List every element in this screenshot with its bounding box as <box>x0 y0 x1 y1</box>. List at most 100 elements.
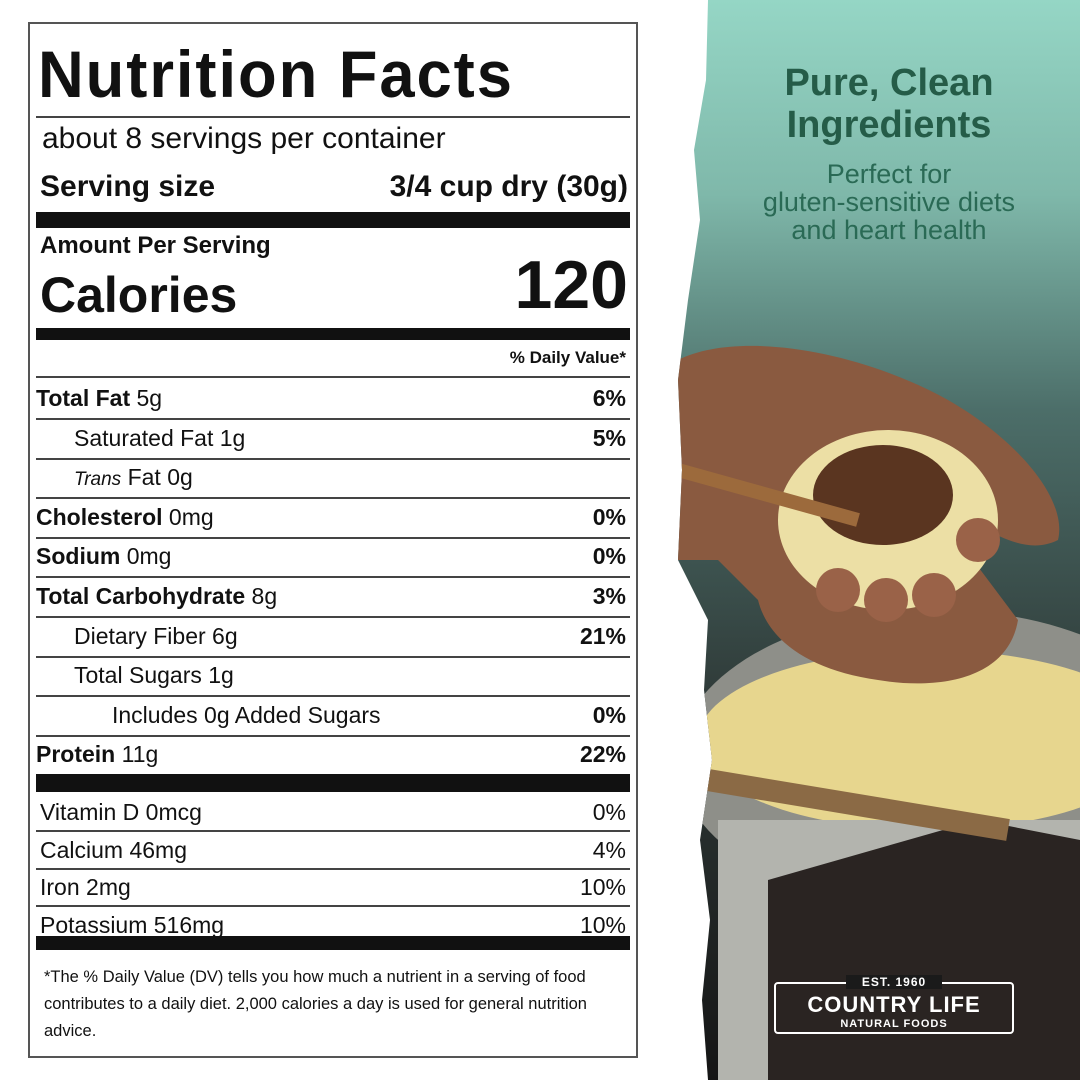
nutrient-row: Cholesterol 0mg 0% <box>36 499 630 535</box>
thick-bar <box>36 212 630 228</box>
vitamin-name: Calcium <box>40 836 124 863</box>
nutrient-row: Total Carbohydrate 8g 3% <box>36 578 630 614</box>
nutrient-amount: 6g <box>212 622 238 649</box>
nutrient-amount: 11g <box>121 741 159 768</box>
divider <box>36 536 630 539</box>
nutrient-name: Saturated Fat <box>74 424 214 451</box>
divider <box>36 497 630 500</box>
nutrient-amount: 5g <box>136 385 163 411</box>
serving-size: 3/4 cup dry (30g) <box>389 170 628 203</box>
nutrient-row: Total Fat 5g 6% <box>36 380 630 416</box>
nutrient-row: Protein 11g 22% <box>36 736 630 772</box>
amount-per-serving: Amount Per Serving <box>40 232 271 259</box>
vitamin-name: Vitamin D <box>40 799 140 825</box>
finger <box>956 518 1000 562</box>
photo-panel: Pure, Clean Ingredients Perfect for glut… <box>678 0 1080 1080</box>
divider <box>36 616 630 618</box>
spoon <box>706 769 1010 841</box>
calories: 120 <box>514 247 628 323</box>
nutrient-row: Total Sugars 1g <box>36 657 630 693</box>
nutrient-dv: 22% <box>579 741 626 768</box>
finger <box>864 578 908 622</box>
nutrient-row: Saturated Fat 1g 5% <box>36 420 630 456</box>
thick-bar <box>36 936 630 950</box>
nutrient-name: Fat <box>127 464 161 491</box>
nutrient-amount: 0g <box>167 464 193 491</box>
divider <box>36 867 630 870</box>
subtext: Perfect for gluten-sensitive diets and h… <box>698 160 1080 244</box>
headline: Pure, Clean Ingredients <box>698 62 1080 146</box>
nutrient-name: Cholesterol <box>36 503 163 530</box>
filling <box>813 445 953 545</box>
divider <box>36 116 630 118</box>
logo-est: EST. 1960 <box>846 975 942 989</box>
pot-handle <box>768 820 1080 1080</box>
nutrient-amount: 8g <box>251 583 278 609</box>
thick-bar <box>36 774 630 792</box>
subtext-line: Perfect for <box>826 159 952 189</box>
divider <box>36 376 630 378</box>
nutrient-dv: 3% <box>592 583 626 609</box>
calories-label: Calories <box>40 267 238 323</box>
nutrient-name: Total Carbohydrate <box>36 583 246 609</box>
nutrient-italic: Trans <box>74 469 122 491</box>
finger <box>912 573 956 617</box>
vitamin-name: Potassium <box>40 911 148 938</box>
label-title: Nutrition Facts <box>38 37 514 111</box>
divider <box>36 695 630 698</box>
nutrient-amount: 1g <box>219 424 246 451</box>
headline-line: Pure, Clean <box>784 62 994 104</box>
finger <box>816 568 860 612</box>
vitamin-amount: 0mcg <box>145 799 202 825</box>
vitamin-dv: 10% <box>579 911 626 938</box>
nutrient-name: Dietary Fiber <box>74 622 206 649</box>
nutrient-dv: 21% <box>579 622 626 649</box>
nutrient-amount: 1g <box>208 662 234 689</box>
divider <box>36 418 630 420</box>
nutrient-dv: 6% <box>592 385 626 411</box>
vitamin-dv: 10% <box>579 874 626 900</box>
stick <box>678 463 860 527</box>
vitamin-amount: 516mg <box>153 911 225 938</box>
nutrient-name: Includes 0g Added Sugars <box>112 701 381 728</box>
vitamin-dv: 4% <box>592 836 626 863</box>
vitamin-row: Calcium 46mg 4% <box>36 832 630 868</box>
divider <box>36 734 630 737</box>
nutrient-row: Sodium 0mg 0% <box>36 538 630 574</box>
logo-tagline: NATURAL FOODS <box>840 1018 948 1030</box>
nutrient-name: Total Sugars <box>74 662 202 689</box>
divider <box>36 830 630 832</box>
mashed-potato <box>698 650 1080 830</box>
nutrient-name: Protein <box>36 741 116 768</box>
divider <box>36 655 630 658</box>
nutrient-dv: 0% <box>592 701 626 728</box>
logo: EST. 1960 COUNTRY LIFE NATURAL FOODS <box>774 975 1014 1034</box>
nutrient-name: Sodium <box>36 543 121 570</box>
divider <box>36 905 630 907</box>
nutrient-dv: 0% <box>592 503 626 530</box>
logo-brand: COUNTRY LIFE <box>807 992 981 1017</box>
vitamin-row: Iron 2mg 10% <box>36 869 630 905</box>
nutrient-name: Total Fat <box>36 385 131 411</box>
nutrition-label: Nutrition Facts about 8 servings per con… <box>28 22 638 1058</box>
vitamin-amount: 46mg <box>129 836 188 863</box>
vitamin-dv: 0% <box>592 799 626 825</box>
daily-value-header: % Daily Value* <box>509 348 626 367</box>
thick-bar <box>36 328 630 340</box>
nutrient-row: Includes 0g Added Sugars 0% <box>36 697 630 733</box>
footnote: *The % Daily Value (DV) tells you how mu… <box>44 968 587 1040</box>
vitamin-row: Potassium 516mg 10% <box>36 907 630 943</box>
divider <box>36 576 630 579</box>
vitamin-row: Vitamin D 0mcg 0% <box>36 794 630 830</box>
vitamin-name: Iron <box>40 874 80 900</box>
subtext-line: and heart health <box>791 215 987 245</box>
nutrient-amount: 0mg <box>126 543 172 570</box>
servings: about 8 servings per container <box>42 122 446 155</box>
nutrient-row: Trans Fat 0g <box>36 459 630 495</box>
vitamin-amount: 2mg <box>86 874 131 900</box>
food-photo <box>678 345 1080 1080</box>
nutrient-amount: 0mg <box>168 503 214 530</box>
nutrient-dv: 5% <box>592 424 626 451</box>
headline-line: Ingredients <box>786 104 992 146</box>
